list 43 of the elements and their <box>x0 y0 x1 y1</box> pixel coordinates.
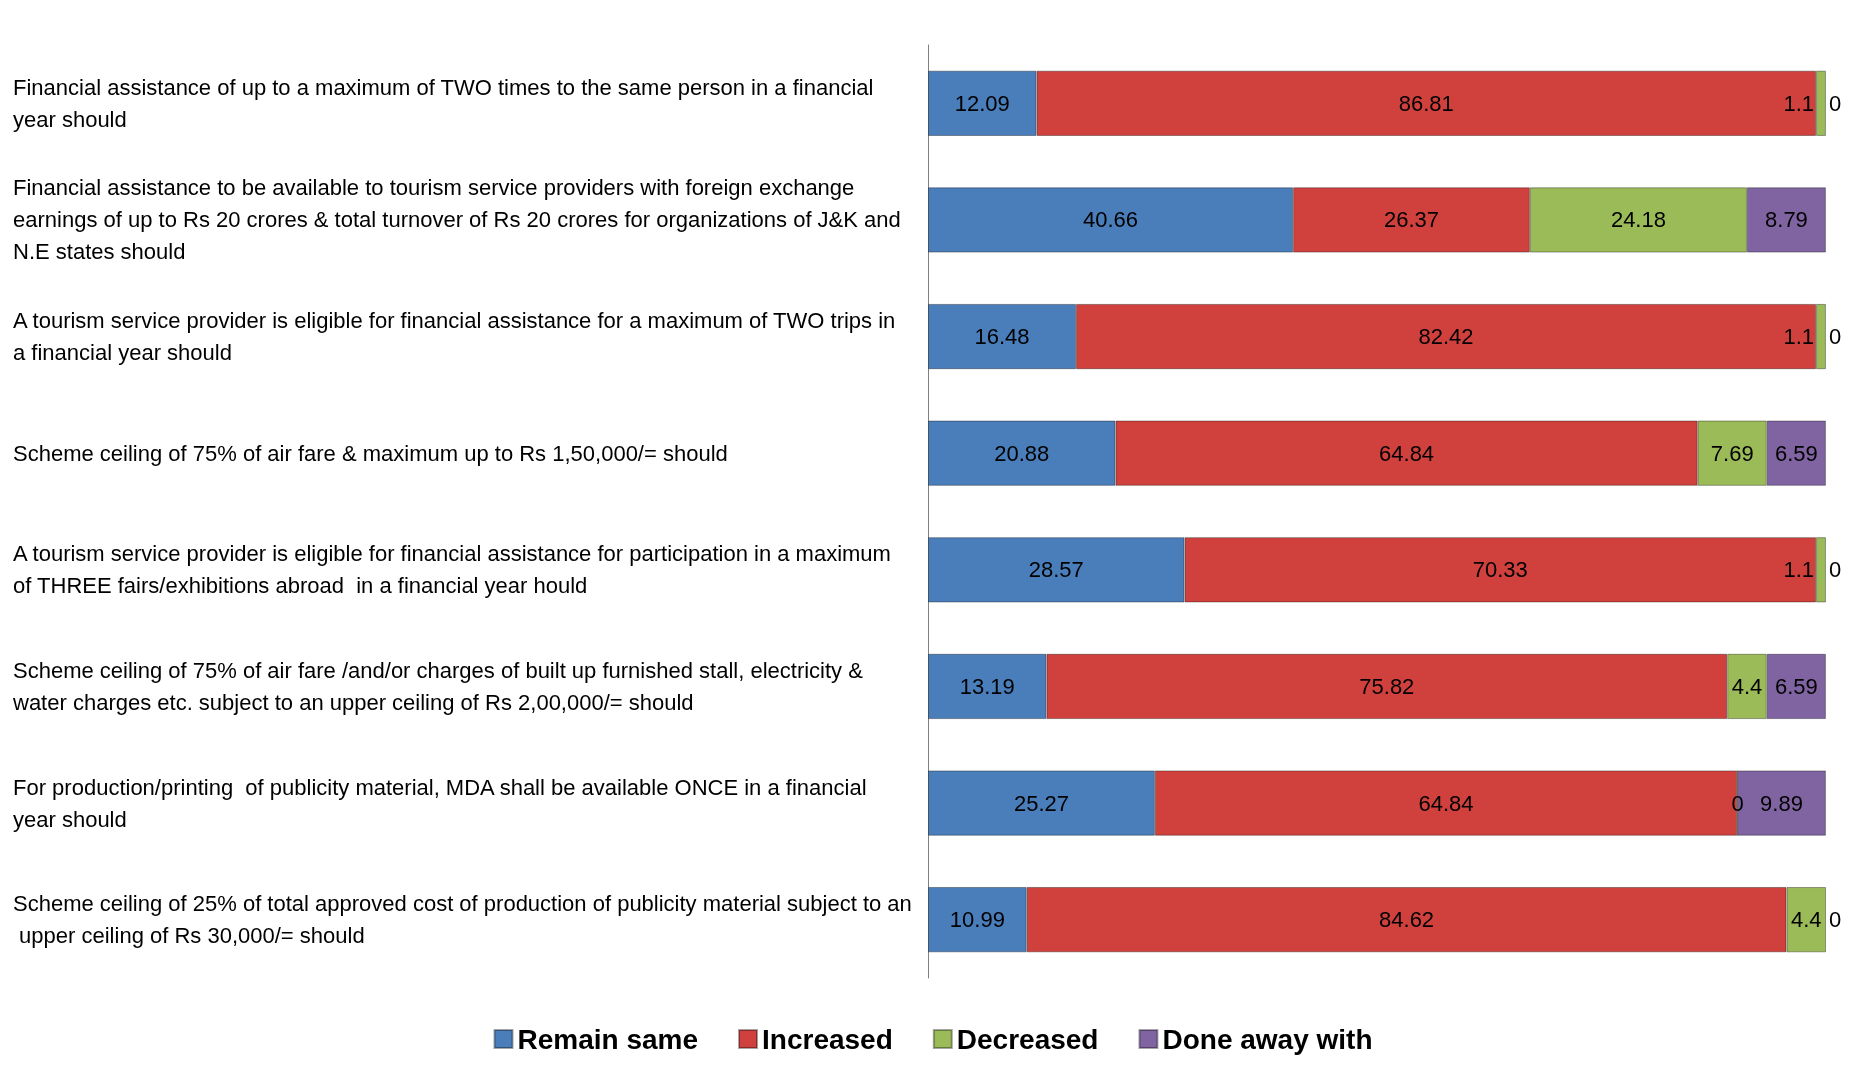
y-tick-label: Scheme ceiling of 75% of air fare /and/or charges of built up furnished stall, electricity & water charges etc. subject to an upper ceiling of Rs 2,00,000/= should <box>12 657 869 715</box>
data-label: 7.69 <box>1710 440 1754 466</box>
data-label: 20.88 <box>994 440 1050 466</box>
data-label: 0 <box>1829 90 1842 116</box>
data-label: 1.1 <box>1783 90 1815 116</box>
data-label: 40.66 <box>1083 207 1139 233</box>
data-label: 1.1 <box>1783 324 1815 350</box>
data-label: 24.18 <box>1610 207 1666 233</box>
data-label: 84.62 <box>1379 907 1435 933</box>
data-label: 86.81 <box>1398 90 1454 116</box>
data-label: 82.42 <box>1418 324 1474 350</box>
legend-label: Decreased <box>956 1023 1099 1055</box>
data-label: 4.4 <box>1790 907 1822 933</box>
data-label: 64.84 <box>1379 440 1435 466</box>
y-tick-label: Scheme ceiling of 25% of total approved cost of production of publicity material subject to an upper ceiling of Rs 30,000/= should <box>13 891 912 949</box>
data-label: 9.89 <box>1760 790 1803 816</box>
data-label: 6.59 <box>1774 673 1818 699</box>
data-label: 8.79 <box>1765 207 1808 233</box>
data-label: 16.48 <box>974 324 1030 350</box>
y-tick-label: Scheme ceiling of 75% of air fare & maximum up to Rs 1,50,000/= should <box>13 440 728 466</box>
data-label: 0 <box>1829 557 1842 583</box>
y-tick-label: A tourism service provider is eligible for financial assistance for a maximum of TWO trips in a financial year should <box>13 308 902 366</box>
y-tick-label: Financial assistance of up to a maximum of TWO times to the same person in a financial year should <box>13 74 880 132</box>
data-label: 28.57 <box>1028 557 1084 583</box>
legend-label: Done away with <box>1162 1023 1373 1055</box>
data-label: 64.84 <box>1418 790 1474 816</box>
y-tick-label: Financial assistance to be available to tourism service providers with foreign exchange earnings of up to Rs 20 crores & total turnover of Rs 20 crores for organizations of J&K and N.E states should <box>13 175 907 265</box>
data-label: 13.19 <box>959 673 1015 699</box>
data-label: 26.37 <box>1383 207 1440 233</box>
data-label: 1.1 <box>1783 557 1815 583</box>
data-label: 10.99 <box>949 907 1005 933</box>
data-label: 70.33 <box>1472 557 1528 583</box>
data-label: 0 <box>1829 324 1842 350</box>
data-label: 6.59 <box>1774 440 1818 466</box>
data-label: 75.82 <box>1359 673 1415 699</box>
data-label: 4.4 <box>1731 673 1763 699</box>
y-tick-label: For production/printing of publicity material, MDA shall be available ONCE in a financial year should <box>13 774 873 832</box>
data-label: 12.09 <box>954 90 1010 116</box>
data-label: 0 <box>1829 907 1842 933</box>
y-tick-label: A tourism service provider is eligible for financial assistance for participation in a maximum of THREE fairs/exhibitions abroad in a financial year hould <box>13 541 898 599</box>
legend-label: Remain same <box>517 1023 699 1055</box>
data-label: 25.27 <box>1013 790 1069 816</box>
legend-label: Increased <box>762 1023 893 1055</box>
